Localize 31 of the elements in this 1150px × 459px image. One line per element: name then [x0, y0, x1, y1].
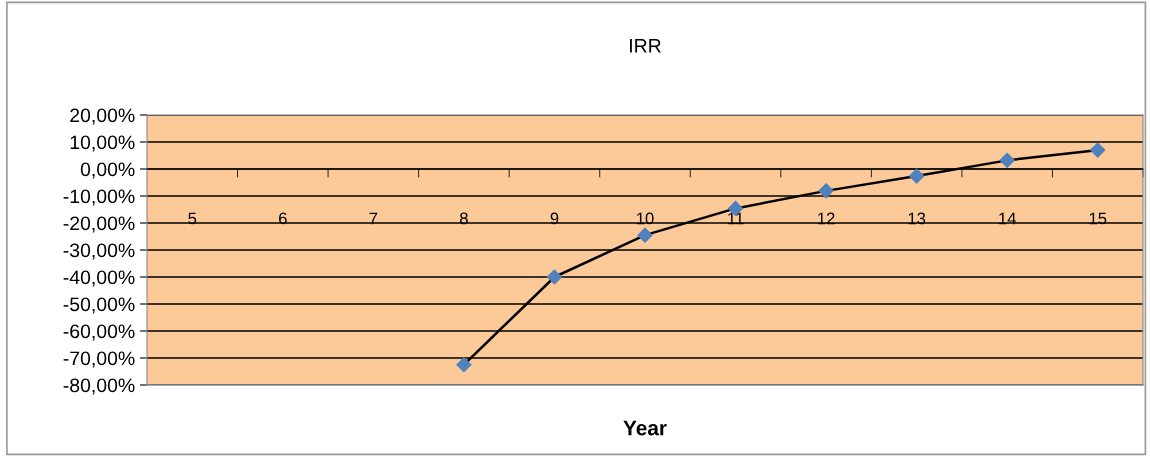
point: [637, 227, 653, 243]
x-tick-label: 5: [188, 212, 197, 225]
x-tick-label: 11: [728, 212, 744, 225]
y-tick-label: -60,00%: [63, 324, 135, 341]
y-tick-label: -50,00%: [63, 297, 135, 314]
y-tick-label: -30,00%: [63, 243, 135, 260]
y-tick-label: 20,00%: [70, 108, 135, 125]
point: [546, 269, 563, 285]
y-tick-label: 0,00%: [80, 162, 135, 179]
x-tick-label: 14: [999, 212, 1016, 225]
y-tick-label: -40,00%: [63, 270, 135, 287]
y-tick-label: -70,00%: [63, 351, 135, 368]
x-tick-label: 9: [550, 212, 559, 225]
x-tick-label: 7: [369, 212, 378, 225]
point: [1090, 142, 1106, 158]
x-tick-label: 10: [637, 212, 654, 225]
x-tick-label: 8: [460, 212, 468, 225]
y-tick-label: -80,00%: [63, 378, 135, 395]
y-tick-label: -20,00%: [63, 216, 135, 233]
y-tick-label: -10,00%: [63, 189, 135, 206]
y-tick-label: 10,00%: [70, 135, 135, 152]
chart-title: IRR: [630, 39, 661, 53]
x-axis-title: Year: [623, 420, 667, 436]
point: [999, 152, 1015, 168]
point: [909, 168, 925, 184]
point: [456, 357, 472, 373]
x-tick-label: 6: [279, 212, 287, 225]
x-tick-label: 13: [908, 212, 926, 225]
x-tick-label: 12: [818, 212, 835, 225]
point: [818, 183, 834, 199]
x-tick-label: 15: [1089, 212, 1107, 225]
